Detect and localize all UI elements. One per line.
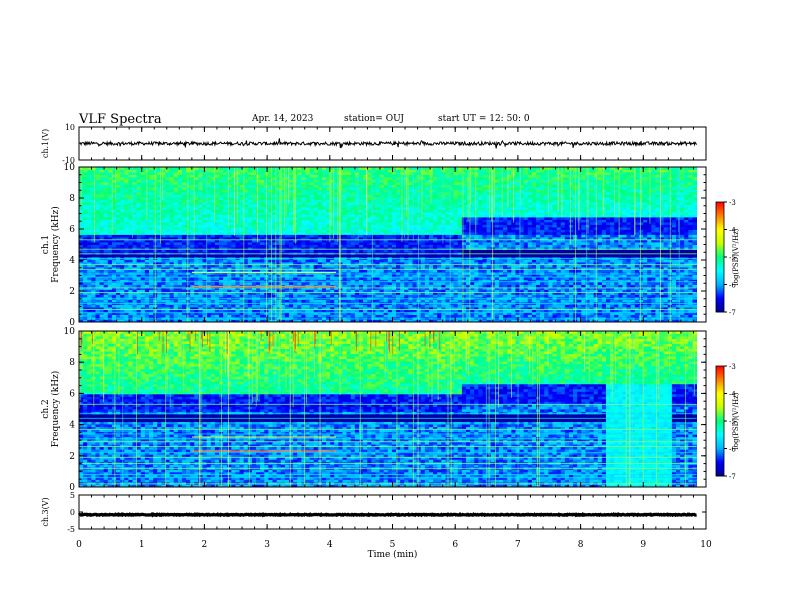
y-axis-label: ch.3(V) [41,497,50,526]
y-axis-label: Frequency (kHz) [50,206,61,283]
ytick-label: 8 [69,194,75,204]
xtick-label: 6 [452,540,458,550]
ytick-label: 4 [69,421,75,431]
colorbar-2: -3 -4 -5 -6 -7 log(PSD)(V²/Hz) [715,363,740,481]
ytick-label: -5 [67,525,75,534]
xtick-label: 1 [139,540,145,550]
colorbar-label: log(PSD)(V²/Hz) [732,392,740,449]
ytick-label: 4 [69,256,75,266]
colorbar-tick-label: -4 [729,391,736,399]
date-label: Apr. 14, 2023 [252,114,314,124]
xtick-label: 2 [202,540,208,550]
chart-title: VLF Spectra [79,112,162,127]
ytick-label: 10 [65,123,75,132]
ytick-label: 8 [69,358,75,368]
channel-label: ch.2 [41,399,51,418]
ytick-label: 2 [69,452,75,462]
colorbar-label: log(PSD)(V²/Hz) [732,228,740,285]
channel-label: ch.1 [41,235,51,254]
ytick-label: 10 [64,327,76,337]
colorbar-tick-label: -6 [729,446,736,454]
xtick-label: 8 [578,540,584,550]
colorbar-tick-label: -7 [729,309,736,317]
ch1_waveform: 10 -10 ch.1(V) [41,123,707,165]
ytick-label: 5 [70,491,75,500]
ytick-label: 2 [69,287,75,297]
colorbar-tick-label: -7 [729,473,736,481]
colorbar-1: -3 -4 -5 -6 -7 log(PSD)(V²/Hz) [715,199,740,317]
xtick-label: 10 [700,540,712,550]
colorbar-tick-label: -6 [729,282,736,290]
x-axis: 0 1 2 3 4 5 6 7 8 9 10 Time (min) [76,540,712,560]
x-axis-label: Time (min) [368,549,418,560]
xtick-label: 0 [76,540,82,550]
xtick-label: 5 [390,540,396,550]
ch1_spectrogram: 0 2 4 6 8 10 ch.1 Frequency (kHz) [41,163,707,328]
xtick-label: 7 [515,540,521,550]
ytick-label: -10 [62,156,75,165]
waveform-trace [78,138,698,149]
y-axis-label: ch.1(V) [41,129,50,158]
xtick-label: 3 [264,540,270,550]
station-label: station= OUJ [344,114,405,124]
ytick-label: 0 [70,508,75,517]
start-time-label: start UT = 12: 50: 0 [438,114,530,124]
colorbar-tick-label: -5 [729,254,736,262]
colorbar-tick-label: -5 [729,418,736,426]
colorbar-tick-label: -3 [729,199,736,207]
waveform-trace [77,511,697,518]
ch2_spectrogram: 0 2 4 6 8 10 ch.2 Frequency (kHz) [41,327,707,493]
ytick-label: 10 [64,163,76,173]
ytick-label: 6 [69,389,75,399]
ytick-label: 0 [69,483,75,493]
colorbar-tick-label: -3 [729,363,736,371]
ytick-label: 6 [69,225,75,235]
ytick-label: 0 [69,318,75,328]
ch3_waveform: 5 0 -5 ch.3(V) [41,491,707,534]
colorbar-tick-label: -4 [729,227,736,235]
y-axis-label: Frequency (kHz) [50,371,61,448]
xtick-label: 4 [327,540,333,550]
xtick-label: 9 [640,540,646,550]
